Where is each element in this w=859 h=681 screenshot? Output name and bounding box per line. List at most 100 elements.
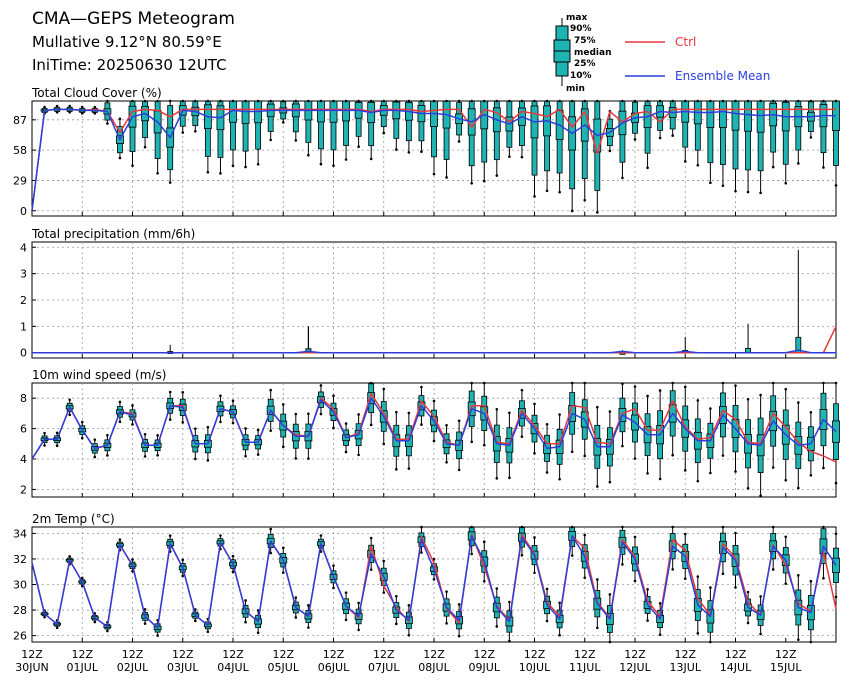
cloud-box-min-dot — [420, 150, 423, 153]
temp-box-max-dot — [219, 534, 222, 537]
temp-box-min-dot — [482, 579, 486, 583]
cloud-box-max-dot — [156, 99, 159, 103]
wind-box-max-dot — [432, 399, 436, 403]
temp-box-min-dot — [93, 620, 97, 624]
cloud-box-min-dot — [445, 176, 448, 179]
wind-box-min-dot — [545, 471, 549, 474]
temp-box-max-dot — [658, 602, 662, 605]
cloud-box-max-dot — [646, 99, 649, 103]
wind-box-max-dot — [106, 433, 109, 437]
wind-box-min-dot — [445, 460, 448, 464]
wind-ytick-label: 4 — [20, 453, 27, 466]
wind-box-max-dot — [445, 424, 448, 427]
wind-box-min-dot — [822, 466, 825, 470]
wind-box-max-dot — [118, 400, 122, 404]
cloud-box-max-dot — [834, 99, 838, 103]
temp-box-max-dot — [520, 525, 524, 529]
key-label-p25: 25% — [574, 59, 596, 69]
cloud-box-max-dot — [822, 99, 825, 103]
wind-box-max-dot — [520, 388, 524, 392]
wind-ytick-label: 6 — [20, 423, 27, 436]
temp-box-max-dot — [508, 600, 511, 604]
wind-box-max-dot — [143, 432, 147, 436]
cloud-ytick-label: 0 — [20, 205, 27, 218]
temp-box-min-dot — [558, 633, 561, 637]
cloud-box-min-dot — [80, 112, 84, 115]
temp-box-max-dot — [344, 591, 348, 594]
cloud-box-max-dot — [432, 99, 436, 103]
cloud-box-max-dot — [495, 99, 499, 103]
wind-box-min-dot — [369, 423, 373, 427]
cloud-box-min-dot — [633, 138, 637, 141]
time-axis: 12Z30JUN12Z01JUL12Z02JUL12Z03JUL12Z04JUL… — [15, 648, 802, 674]
cloud-panel-title: Total Cloud Cover (%) — [31, 86, 162, 100]
x-hour-label: 12Z — [775, 648, 797, 661]
cloud-box-max-dot — [508, 99, 511, 103]
cloud-box-min-dot — [834, 184, 838, 187]
temp-box-min-dot — [470, 552, 473, 556]
cloud-box-min-dot — [608, 149, 612, 153]
key-box-upper — [555, 25, 569, 41]
x-date-label: 07JUL — [368, 661, 400, 674]
key-label-p90: 90% — [570, 24, 592, 34]
wind-box-max-dot — [395, 410, 398, 414]
wind-box-min-dot — [143, 455, 147, 458]
x-date-label: 12JUL — [619, 661, 651, 674]
cloud-box-max-dot — [746, 99, 750, 103]
cloud-box-min-dot — [457, 140, 461, 143]
temp-box-max-dot — [633, 535, 637, 539]
temp-box-min-dot — [646, 619, 649, 622]
cloud-box-max-dot — [407, 99, 411, 103]
cloud-box-max-dot — [709, 99, 712, 103]
temp-box-max-dot — [395, 594, 398, 598]
temp-box-min-dot — [759, 632, 762, 636]
temp-box-max-dot — [621, 525, 624, 529]
wind-box-min-dot — [131, 423, 134, 426]
wind-box-max-dot — [621, 382, 624, 386]
wind-box-min-dot — [231, 421, 235, 425]
cloud-box-max-dot — [369, 99, 373, 103]
cloud-box-max-dot — [93, 105, 97, 109]
temp-box-max-dot — [646, 588, 649, 591]
temp-box-min-dot — [231, 570, 235, 574]
cloud-ytick-label: 87 — [13, 114, 27, 127]
cloud-box-inner — [744, 100, 752, 132]
temp-box-min-dot — [596, 626, 599, 630]
precip-ytick-label: 3 — [20, 268, 27, 281]
cloud-box-max-dot — [80, 105, 84, 109]
cloud-box-max-dot — [181, 99, 185, 103]
cloud-box-min-dot — [558, 190, 561, 194]
wind-box-max-dot — [131, 404, 134, 407]
wind-box-max-dot — [583, 381, 587, 385]
wind-box-min-dot — [206, 459, 210, 462]
wind-panel-title: 10m wind speed (m/s) — [32, 368, 166, 382]
cloud-box-max-dot — [633, 99, 637, 103]
cloud-box-max-dot — [570, 99, 574, 103]
temp-box-min-dot — [332, 586, 335, 590]
wind-box-min-dot — [106, 454, 109, 457]
temp-box-max-dot — [168, 534, 172, 537]
cloud-box-max-dot — [332, 99, 335, 103]
temp-box-max-dot — [608, 593, 612, 596]
cloud-box-min-dot — [55, 110, 59, 114]
cloud-box-min-dot — [822, 166, 825, 169]
cloud-box-max-dot — [307, 99, 310, 103]
temp-box-max-dot — [382, 559, 386, 563]
wind-box-min-dot — [420, 423, 423, 426]
wind-box-min-dot — [734, 470, 737, 473]
cloud-box-min-dot — [508, 155, 511, 158]
wind-box-min-dot — [93, 455, 97, 459]
x-hour-label: 12Z — [423, 648, 445, 661]
x-hour-label: 12Z — [71, 648, 93, 661]
temp-box-min-dot — [432, 578, 436, 581]
wind-box-max-dot — [558, 413, 561, 416]
temp-box-min-dot — [143, 622, 147, 625]
wind-box-min-dot — [797, 486, 800, 490]
temp-box-max-dot — [181, 558, 185, 562]
cloud-box-max-dot — [420, 99, 423, 103]
cloud-box-inner — [706, 100, 715, 128]
cloud-box-min-dot — [658, 136, 662, 140]
temp-box-max-dot — [696, 575, 700, 578]
x-hour-label: 12Z — [323, 648, 345, 661]
key-label-max: max — [566, 13, 587, 23]
